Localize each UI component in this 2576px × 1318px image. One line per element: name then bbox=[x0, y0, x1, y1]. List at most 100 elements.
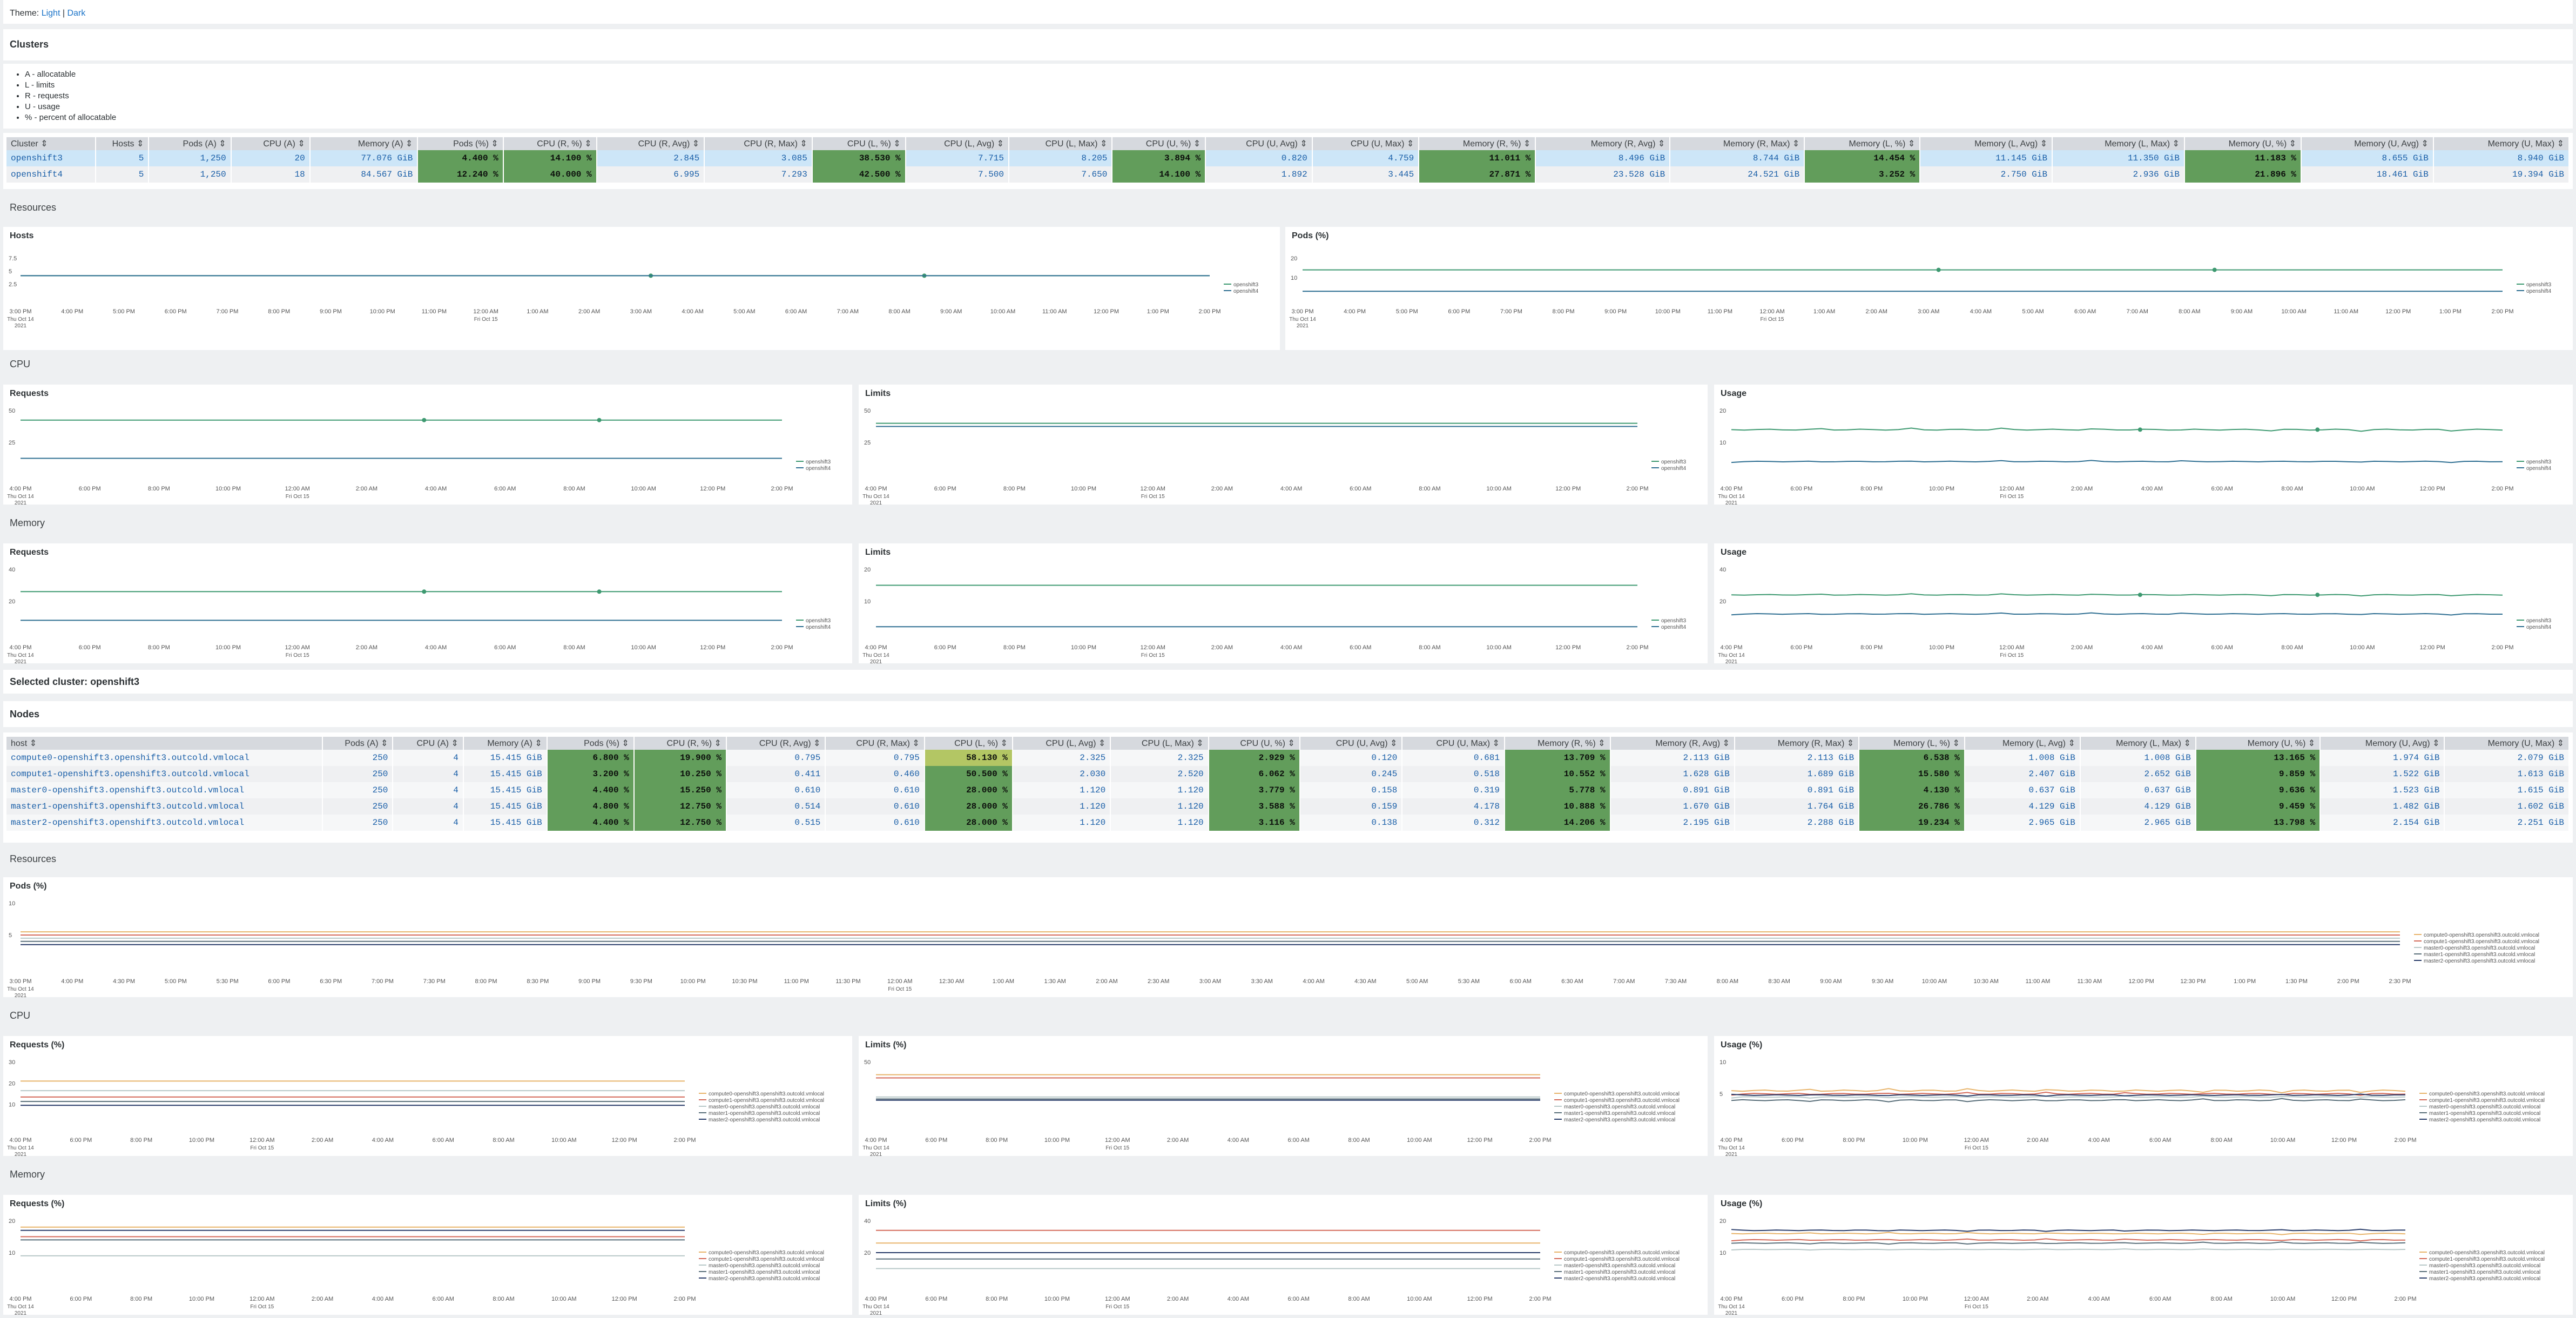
table-row[interactable]: master1-openshift3.openshift3.outcold.vm… bbox=[6, 798, 2570, 815]
table-row[interactable]: master2-openshift3.openshift3.outcold.vm… bbox=[6, 815, 2570, 831]
table-cell: 15.415 GiB bbox=[463, 782, 548, 798]
x-tick-label: 10:00 PM bbox=[189, 1296, 214, 1302]
table-cell: 5 bbox=[95, 150, 150, 166]
x-tick-label: 8:00 AM bbox=[2179, 308, 2200, 315]
x-tick-label: 8:00 PM bbox=[148, 644, 170, 651]
row-link[interactable]: openshift3 bbox=[6, 150, 96, 166]
column-header[interactable]: Memory (R, Max) ⇕ bbox=[1670, 137, 1805, 150]
column-header[interactable]: CPU (U, Max) ⇕ bbox=[1402, 737, 1505, 750]
row-link[interactable]: master0-openshift3.openshift3.outcold.vm… bbox=[6, 782, 323, 798]
x-tick-label: 6:00 PM bbox=[1790, 486, 1812, 492]
column-header[interactable]: CPU (U, %) ⇕ bbox=[1112, 137, 1206, 150]
column-header[interactable]: Memory (L, Max) ⇕ bbox=[2080, 737, 2196, 750]
column-header[interactable]: Pods (%) ⇕ bbox=[547, 737, 635, 750]
series-line bbox=[1731, 1241, 2406, 1245]
y-tick-label: 10 bbox=[1291, 275, 1297, 281]
x-tick-label: 7:00 AM bbox=[2127, 308, 2148, 315]
column-header[interactable]: CPU (R, Max) ⇕ bbox=[704, 137, 813, 150]
column-header[interactable]: CPU (U, Avg) ⇕ bbox=[1299, 737, 1403, 750]
x-date-label: Fri Oct 15 bbox=[1105, 1145, 1129, 1151]
column-header[interactable]: Cluster ⇕ bbox=[6, 137, 96, 150]
column-header[interactable]: host ⇕ bbox=[6, 737, 323, 750]
column-header[interactable]: CPU (A) ⇕ bbox=[231, 137, 311, 150]
x-tick-label: 10:00 PM bbox=[680, 978, 706, 985]
nodes-title-panel: Nodes bbox=[3, 701, 2573, 727]
table-row[interactable]: compute0-openshift3.openshift3.outcold.v… bbox=[6, 750, 2570, 766]
column-header[interactable]: Memory (L, Max) ⇕ bbox=[2052, 137, 2185, 150]
node-memory-usage-chart: 20 10 4:00 PM 6:00 PM 8:00 PM 10:00 PM 12:00 A… bbox=[1718, 1218, 2545, 1316]
row-link[interactable]: openshift4 bbox=[6, 166, 96, 183]
column-header[interactable]: CPU (U, Avg) ⇕ bbox=[1205, 137, 1313, 150]
column-header[interactable]: CPU (U, %) ⇕ bbox=[1208, 737, 1300, 750]
theme-dark-link[interactable]: Dark bbox=[67, 9, 86, 18]
column-header[interactable]: Pods (A) ⇕ bbox=[149, 137, 232, 150]
table-row[interactable]: openshift3 5 1,250 20 77.076 GiB 4.400 % 14.10… bbox=[6, 150, 2570, 166]
column-header[interactable]: CPU (L, Avg) ⇕ bbox=[905, 137, 1010, 150]
column-header[interactable]: Memory (U, Avg) ⇕ bbox=[2301, 137, 2434, 150]
table-row[interactable]: openshift4 5 1,250 18 84.567 GiB 12.240 % 40.0… bbox=[6, 166, 2570, 183]
column-header[interactable]: Pods (A) ⇕ bbox=[322, 737, 394, 750]
column-header[interactable]: CPU (R, Avg) ⇕ bbox=[596, 137, 705, 150]
row-link[interactable]: compute0-openshift3.openshift3.outcold.v… bbox=[6, 750, 323, 766]
column-header[interactable]: Memory (R, Avg) ⇕ bbox=[1610, 737, 1735, 750]
theme-light-link[interactable]: Light bbox=[41, 9, 60, 18]
column-header[interactable]: CPU (A) ⇕ bbox=[393, 737, 464, 750]
column-header[interactable]: Memory (R, Max) ⇕ bbox=[1734, 737, 1860, 750]
x-year-label: 2021 bbox=[870, 1152, 882, 1156]
column-header[interactable]: Memory (U, %) ⇕ bbox=[2184, 137, 2302, 150]
column-header[interactable]: CPU (U, Max) ⇕ bbox=[1312, 137, 1420, 150]
x-tick-label: 2:00 PM bbox=[2492, 486, 2514, 492]
nodes-table-panel: host ⇕ Pods (A) ⇕ CPU (A) ⇕ Memory (A) ⇕ Pod… bbox=[3, 732, 2573, 843]
column-header[interactable]: CPU (R, Avg) ⇕ bbox=[726, 737, 826, 750]
column-header[interactable]: Memory (R, Avg) ⇕ bbox=[1535, 137, 1671, 150]
column-header[interactable]: Hosts ⇕ bbox=[95, 137, 150, 150]
column-header[interactable]: CPU (R, Max) ⇕ bbox=[825, 737, 925, 750]
x-tick-label: 8:00 PM bbox=[1860, 486, 1883, 492]
table-cell: 4.130 % bbox=[1859, 782, 1965, 798]
table-cell: 3.116 % bbox=[1208, 815, 1300, 831]
table-row[interactable]: compute1-openshift3.openshift3.outcold.v… bbox=[6, 766, 2570, 782]
x-tick-label: 12:00 PM bbox=[612, 1137, 637, 1144]
column-header[interactable]: Memory (U, Max) ⇕ bbox=[2444, 737, 2570, 750]
column-header[interactable]: Memory (A) ⇕ bbox=[463, 737, 548, 750]
data-point bbox=[2137, 427, 2142, 432]
column-header[interactable]: CPU (L, %) ⇕ bbox=[924, 737, 1013, 750]
column-header[interactable]: Memory (U, Max) ⇕ bbox=[2433, 137, 2570, 150]
column-header[interactable]: CPU (L, %) ⇕ bbox=[812, 137, 906, 150]
table-cell: 250 bbox=[322, 815, 394, 831]
column-header[interactable]: Memory (U, %) ⇕ bbox=[2195, 737, 2321, 750]
table-cell: 1.120 bbox=[1012, 798, 1111, 815]
column-header[interactable]: Pods (%) ⇕ bbox=[417, 137, 504, 150]
table-cell: 2.113 GiB bbox=[1734, 750, 1860, 766]
table-cell: 1.120 bbox=[1012, 815, 1111, 831]
x-date-label: Fri Oct 15 bbox=[1761, 317, 1784, 322]
x-tick-label: 8:00 AM bbox=[2281, 486, 2303, 492]
column-header[interactable]: Memory (U, Avg) ⇕ bbox=[2320, 737, 2445, 750]
column-header[interactable]: CPU (R, %) ⇕ bbox=[503, 137, 597, 150]
table-cell: 9.459 % bbox=[2195, 798, 2321, 815]
x-tick-label: 4:00 AM bbox=[2088, 1137, 2110, 1144]
column-header[interactable]: Memory (L, Avg) ⇕ bbox=[1920, 137, 2053, 150]
row-link[interactable]: compute1-openshift3.openshift3.outcold.v… bbox=[6, 766, 323, 782]
column-header[interactable]: Memory (L, Avg) ⇕ bbox=[1964, 737, 2081, 750]
column-header[interactable]: CPU (L, Max) ⇕ bbox=[1009, 137, 1113, 150]
column-header[interactable]: Memory (A) ⇕ bbox=[309, 137, 419, 150]
column-header[interactable]: Memory (L, %) ⇕ bbox=[1859, 737, 1965, 750]
column-header[interactable]: Memory (L, %) ⇕ bbox=[1804, 137, 1921, 150]
column-header[interactable]: CPU (L, Avg) ⇕ bbox=[1012, 737, 1111, 750]
cpu-usage-chart: 20 10 4:00 PM 6:00 PM 8:00 PM 10:00 PM 12:00 A… bbox=[1718, 408, 2551, 506]
row-link[interactable]: master1-openshift3.openshift3.outcold.vm… bbox=[6, 798, 323, 815]
column-header[interactable]: Memory (R, %) ⇕ bbox=[1504, 737, 1611, 750]
row-link[interactable]: master2-openshift3.openshift3.outcold.vm… bbox=[6, 815, 323, 831]
table-cell: 1.689 GiB bbox=[1734, 766, 1860, 782]
column-header[interactable]: Memory (R, %) ⇕ bbox=[1419, 137, 1536, 150]
table-cell: 1.522 GiB bbox=[2320, 766, 2445, 782]
column-header[interactable]: CPU (R, %) ⇕ bbox=[633, 737, 727, 750]
x-tick-label: 10:00 AM bbox=[1486, 486, 1511, 492]
column-header[interactable]: CPU (L, Max) ⇕ bbox=[1110, 737, 1209, 750]
legend-label: master0-openshift3.openshift3.outcold.vm… bbox=[2424, 945, 2535, 951]
x-tick-label: 6:00 AM bbox=[1350, 644, 1371, 651]
table-row[interactable]: master0-openshift3.openshift3.outcold.vm… bbox=[6, 782, 2570, 798]
x-tick-label: 6:00 PM bbox=[925, 1137, 947, 1144]
x-tick-label: 8:00 PM bbox=[1553, 308, 1575, 315]
